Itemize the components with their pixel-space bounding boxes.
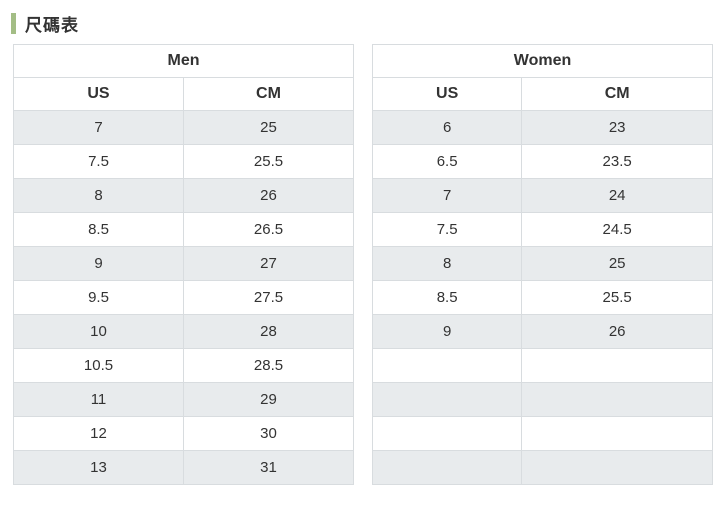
size-chart-header: 尺碼表	[11, 11, 726, 36]
cell-cm: 26	[183, 178, 354, 213]
cell-cm	[521, 450, 713, 485]
column-header-us: US	[371, 77, 523, 111]
cell-cm	[521, 382, 713, 417]
table-row: 13 31	[13, 450, 354, 485]
cell-us: 13	[13, 450, 184, 485]
table-row: 7.5 25.5	[13, 144, 354, 179]
table-row: 7.5 24.5	[371, 212, 713, 247]
table-row: 9 26	[371, 314, 713, 349]
cell-us: 9.5	[13, 280, 184, 315]
column-header-row: US CM	[371, 77, 713, 111]
cell-us: 7	[371, 178, 523, 213]
table-row: 10.5 28.5	[13, 348, 354, 383]
cell-cm: 24	[521, 178, 713, 213]
men-size-table: Men US CM 7 25 7.5 25.5 8 26 8.5 26.5 9 27 9.5 27.5…	[13, 44, 354, 485]
table-row: 11 29	[13, 382, 354, 417]
table-row: 9.5 27.5	[13, 280, 354, 315]
table-title-row: Men	[13, 44, 354, 78]
cell-cm: 30	[183, 416, 354, 451]
table-row	[371, 416, 713, 451]
cell-us: 10.5	[13, 348, 184, 383]
cell-cm: 24.5	[521, 212, 713, 247]
cell-cm: 27.5	[183, 280, 354, 315]
column-header-us: US	[13, 77, 184, 111]
accent-bar	[11, 13, 16, 34]
table-row: 8 26	[13, 178, 354, 213]
cell-cm	[521, 348, 713, 383]
cell-cm	[521, 416, 713, 451]
cell-cm: 25.5	[183, 144, 354, 179]
table-row	[371, 450, 713, 485]
table-row: 8.5 25.5	[371, 280, 713, 315]
table-row: 10 28	[13, 314, 354, 349]
table-row: 7 25	[13, 110, 354, 145]
table-row: 6 23	[371, 110, 713, 145]
cell-us: 8	[371, 246, 523, 281]
table-row: 12 30	[13, 416, 354, 451]
cell-us: 10	[13, 314, 184, 349]
cell-cm: 26.5	[183, 212, 354, 247]
cell-us: 8.5	[371, 280, 523, 315]
table-row: 7 24	[371, 178, 713, 213]
cell-us: 7.5	[371, 212, 523, 247]
cell-cm: 25	[521, 246, 713, 281]
cell-cm: 26	[521, 314, 713, 349]
cell-us	[371, 348, 523, 383]
cell-us	[371, 382, 523, 417]
table-row: 6.5 23.5	[371, 144, 713, 179]
women-size-table: Women US CM 6 23 6.5 23.5 7 24 7.5 24.5 8 25 8.5 25…	[371, 44, 713, 485]
cell-cm: 27	[183, 246, 354, 281]
table-row	[371, 348, 713, 383]
men-table-title: Men	[13, 44, 354, 78]
cell-us: 9	[13, 246, 184, 281]
table-row: 9 27	[13, 246, 354, 281]
cell-us: 6.5	[371, 144, 523, 179]
table-row: 8.5 26.5	[13, 212, 354, 247]
cell-cm: 23.5	[521, 144, 713, 179]
column-header-cm: CM	[521, 77, 713, 111]
column-header-row: US CM	[13, 77, 354, 111]
cell-cm: 28.5	[183, 348, 354, 383]
table-row: 8 25	[371, 246, 713, 281]
page-title: 尺碼表	[25, 16, 79, 35]
cell-cm: 29	[183, 382, 354, 417]
cell-us: 6	[371, 110, 523, 145]
cell-cm: 31	[183, 450, 354, 485]
cell-cm: 23	[521, 110, 713, 145]
cell-us: 8.5	[13, 212, 184, 247]
cell-us	[371, 450, 523, 485]
cell-us: 11	[13, 382, 184, 417]
table-row	[371, 382, 713, 417]
cell-us: 9	[371, 314, 523, 349]
women-table-title: Women	[372, 44, 713, 78]
cell-us: 12	[13, 416, 184, 451]
cell-cm: 28	[183, 314, 354, 349]
cell-us: 7	[13, 110, 184, 145]
cell-cm: 25.5	[521, 280, 713, 315]
size-tables-container: Men US CM 7 25 7.5 25.5 8 26 8.5 26.5 9 27 9.5 27.5…	[13, 44, 713, 485]
cell-cm: 25	[183, 110, 354, 145]
cell-us	[371, 416, 523, 451]
column-header-cm: CM	[183, 77, 354, 111]
cell-us: 8	[13, 178, 184, 213]
table-title-row: Women	[372, 44, 713, 78]
cell-us: 7.5	[13, 144, 184, 179]
